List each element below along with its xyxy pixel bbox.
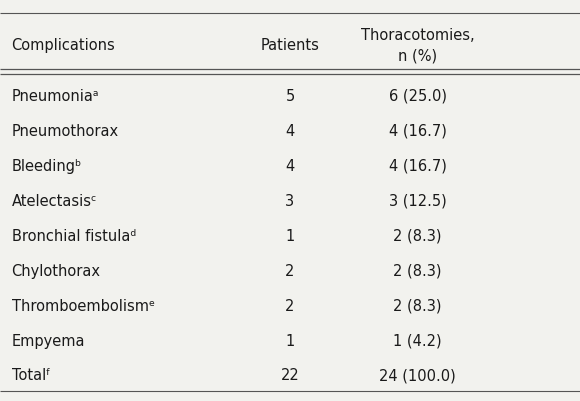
Text: 24 (100.0): 24 (100.0) bbox=[379, 368, 456, 383]
Text: Pneumothorax: Pneumothorax bbox=[12, 124, 119, 138]
Text: Pneumoniaᵃ: Pneumoniaᵃ bbox=[12, 89, 99, 104]
Text: Bronchial fistulaᵈ: Bronchial fistulaᵈ bbox=[12, 228, 136, 243]
Text: Thromboembolismᵉ: Thromboembolismᵉ bbox=[12, 298, 155, 313]
Text: 4: 4 bbox=[285, 124, 295, 138]
Text: 3 (12.5): 3 (12.5) bbox=[389, 193, 447, 208]
Text: 2 (8.3): 2 (8.3) bbox=[393, 298, 442, 313]
Text: Complications: Complications bbox=[12, 38, 115, 53]
Text: 2 (8.3): 2 (8.3) bbox=[393, 263, 442, 278]
Text: 4 (16.7): 4 (16.7) bbox=[389, 158, 447, 173]
Text: 1 (4.2): 1 (4.2) bbox=[393, 333, 442, 348]
Text: 3: 3 bbox=[285, 193, 295, 208]
Text: Empyema: Empyema bbox=[12, 333, 85, 348]
Text: Totalᶠ: Totalᶠ bbox=[12, 368, 50, 383]
Text: 2: 2 bbox=[285, 298, 295, 313]
Text: Atelectasisᶜ: Atelectasisᶜ bbox=[12, 193, 97, 208]
Text: 2: 2 bbox=[285, 263, 295, 278]
Text: 5: 5 bbox=[285, 89, 295, 104]
Text: 1: 1 bbox=[285, 333, 295, 348]
Text: Bleedingᵇ: Bleedingᵇ bbox=[12, 158, 82, 173]
Text: 2 (8.3): 2 (8.3) bbox=[393, 228, 442, 243]
Text: 4: 4 bbox=[285, 158, 295, 173]
Text: 22: 22 bbox=[281, 368, 299, 383]
Text: 1: 1 bbox=[285, 228, 295, 243]
Text: 6 (25.0): 6 (25.0) bbox=[389, 89, 447, 104]
Text: Patients: Patients bbox=[260, 38, 320, 53]
Text: 4 (16.7): 4 (16.7) bbox=[389, 124, 447, 138]
Text: Thoracotomies,
n (%): Thoracotomies, n (%) bbox=[361, 28, 474, 63]
Text: Chylothorax: Chylothorax bbox=[12, 263, 100, 278]
